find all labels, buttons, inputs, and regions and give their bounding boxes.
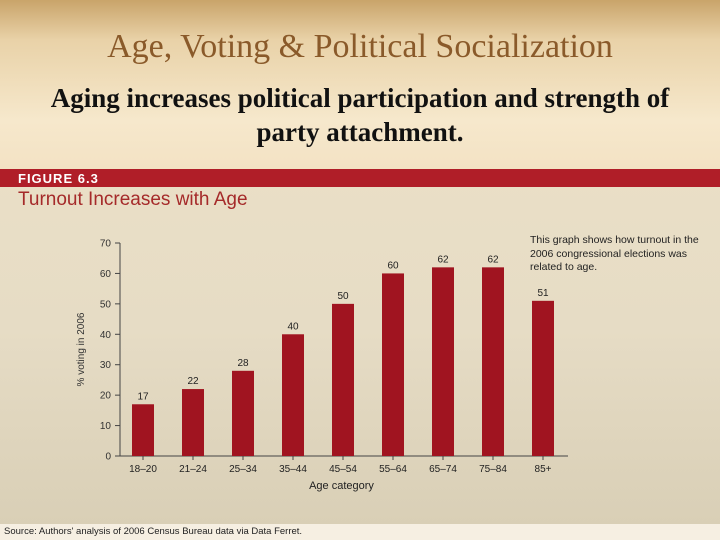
y-tick-label: 30 xyxy=(100,360,112,371)
bar xyxy=(182,389,204,456)
bar xyxy=(132,404,154,456)
bar-value-label: 50 xyxy=(337,291,349,302)
bar xyxy=(332,303,354,456)
x-tick-label: 85+ xyxy=(535,464,552,475)
x-tick-label: 45–54 xyxy=(329,464,357,475)
figure-annotation: This graph shows how turnout in the 2006… xyxy=(530,234,699,274)
x-axis-title: Age category xyxy=(309,480,374,492)
x-tick-label: 75–84 xyxy=(479,464,507,475)
bar xyxy=(432,267,454,456)
bar-value-label: 22 xyxy=(187,376,199,387)
y-tick-label: 70 xyxy=(100,239,112,250)
y-tick-label: 10 xyxy=(100,421,112,432)
label-layer: 17 18–20 22 21–24 28 25–34 40 35–44 50 45–54 60 55–… xyxy=(129,254,552,492)
figure-panel: FIGURE 6.3 Turnout Increases with Age Th… xyxy=(0,169,720,525)
y-axis-title: % voting in 2006 xyxy=(76,312,87,386)
bar-value-label: 28 xyxy=(237,358,249,369)
bar-layer xyxy=(132,267,554,456)
x-tick-label: 21–24 xyxy=(179,464,207,475)
figure-label: FIGURE 6.3 xyxy=(18,171,99,186)
bar-value-label: 62 xyxy=(437,254,449,265)
slide-title: Age, Voting & Political Socialization xyxy=(107,28,613,65)
figure-title: Turnout Increases with Age xyxy=(18,189,248,210)
bar xyxy=(282,334,304,456)
x-tick-label: 65–74 xyxy=(429,464,457,475)
y-tick-label: 0 xyxy=(105,452,111,463)
bar-value-label: 51 xyxy=(537,288,549,299)
slide-subtitle: Aging increases political participation … xyxy=(50,83,670,147)
y-tick-label: 40 xyxy=(100,330,112,341)
x-tick-label: 55–64 xyxy=(379,464,407,475)
x-tick-label: 18–20 xyxy=(129,464,157,475)
x-tick-label: 35–44 xyxy=(279,464,307,475)
bar-value-label: 62 xyxy=(487,254,499,265)
bar xyxy=(382,273,404,456)
bar xyxy=(232,370,254,456)
bar-value-label: 60 xyxy=(387,260,399,271)
bar-value-label: 17 xyxy=(137,391,149,402)
bar-value-label: 40 xyxy=(287,321,299,332)
y-tick-label: 50 xyxy=(100,299,112,310)
source-strip xyxy=(0,524,720,540)
x-tick-label: 25–34 xyxy=(229,464,257,475)
y-tick-label: 60 xyxy=(100,269,112,280)
bar xyxy=(482,267,504,456)
figure-header-band: FIGURE 6.3 xyxy=(0,169,720,187)
bar xyxy=(532,300,554,456)
source-note: Source: Authors' analysis of 2006 Census… xyxy=(4,526,303,537)
y-tick-label: 20 xyxy=(100,391,112,402)
turnout-bar-chart: 0 10 20 30 40 50 60 70 % voting in 2006 17 18–20 2… xyxy=(76,239,568,492)
